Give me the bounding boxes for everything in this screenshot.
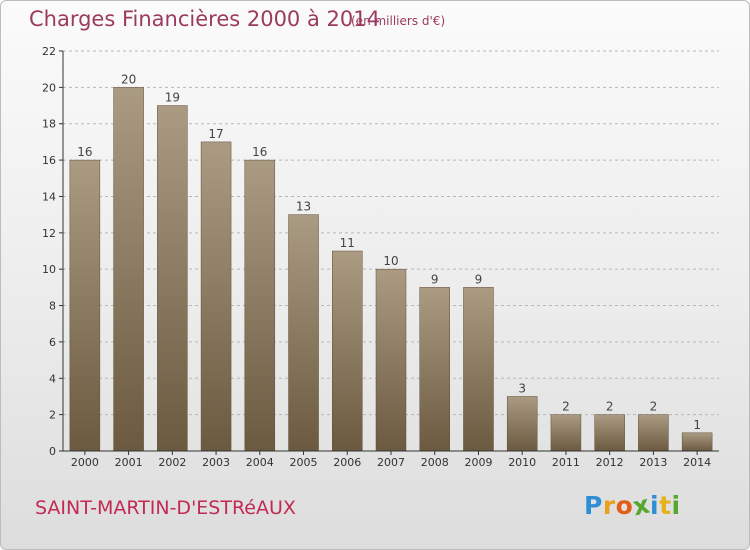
bar [157,105,188,452]
axes [59,50,719,455]
y-tick-label: 4 [49,372,56,385]
bar-value-label: 13 [296,200,311,214]
x-tick-label: 2006 [333,456,361,469]
x-tick-label: 2002 [158,456,186,469]
y-tick-label: 0 [49,445,56,458]
x-tick-label: 2013 [639,456,667,469]
y-tick-label: 2 [49,409,56,422]
x-tick-label: 2012 [596,456,624,469]
y-tick-label: 14 [42,190,56,203]
bar [113,87,144,452]
y-tick-label: 18 [42,118,56,131]
x-tick-label: 2011 [552,456,580,469]
proxiti-logo[interactable]: Proxiti [584,490,681,522]
y-tick-label: 10 [42,263,56,276]
x-tick-label: 2007 [377,456,405,469]
y-tick-label: 16 [42,154,56,167]
bar [594,414,625,452]
bar-value-label: 11 [340,236,355,250]
bar-value-label: 3 [518,381,526,395]
logo-letter: P [584,491,603,520]
y-tick-label: 8 [49,300,56,313]
bar-value-label: 19 [165,91,180,105]
logo-letter: t [659,491,672,520]
x-tick-label: 2008 [421,456,449,469]
labels: 0246810121416182022162000202001192002172… [42,45,711,469]
chart-unit: (en milliers d'€) [351,14,446,28]
bar [638,414,669,452]
bar [375,268,407,452]
bar [200,141,232,452]
x-tick-label: 2004 [246,456,274,469]
bar-value-label: 16 [77,145,92,159]
bar [681,432,713,452]
y-tick-label: 22 [42,45,56,58]
bar-value-label: 16 [252,145,267,159]
x-tick-label: 2001 [115,456,143,469]
bar [332,250,363,452]
bar-value-label: 1 [693,418,701,432]
x-tick-label: 2009 [464,456,492,469]
x-tick-label: 2010 [508,456,536,469]
bar [419,287,450,452]
x-tick-label: 2003 [202,456,230,469]
bar-value-label: 2 [650,400,658,414]
bar-value-label: 20 [121,72,136,86]
y-tick-label: 6 [49,336,56,349]
x-tick-label: 2014 [683,456,711,469]
bar [288,214,319,452]
bar [463,287,494,452]
bar-value-label: 9 [475,272,483,286]
bar-value-label: 2 [562,400,570,414]
bar-value-label: 2 [606,400,614,414]
commune-name: SAINT-MARTIN-D'ESTRéAUX [35,497,296,519]
y-tick-label: 12 [42,227,56,240]
bar-value-label: 17 [208,127,223,141]
bar [506,396,538,452]
x-tick-label: 2000 [71,456,99,469]
bars [69,87,713,452]
logo-letter: i [671,491,681,520]
logo-letter: i [650,491,660,520]
chart-title: Charges Financières 2000 à 2014 [29,7,380,31]
bar [69,159,101,452]
logo-letter: r [602,491,616,520]
logo-letter: o [615,491,634,520]
x-tick-label: 2005 [290,456,318,469]
bar [550,414,582,452]
y-tick-label: 20 [42,81,56,94]
bar [244,159,276,452]
bar-value-label: 10 [383,254,398,268]
bar-value-label: 9 [431,272,439,286]
